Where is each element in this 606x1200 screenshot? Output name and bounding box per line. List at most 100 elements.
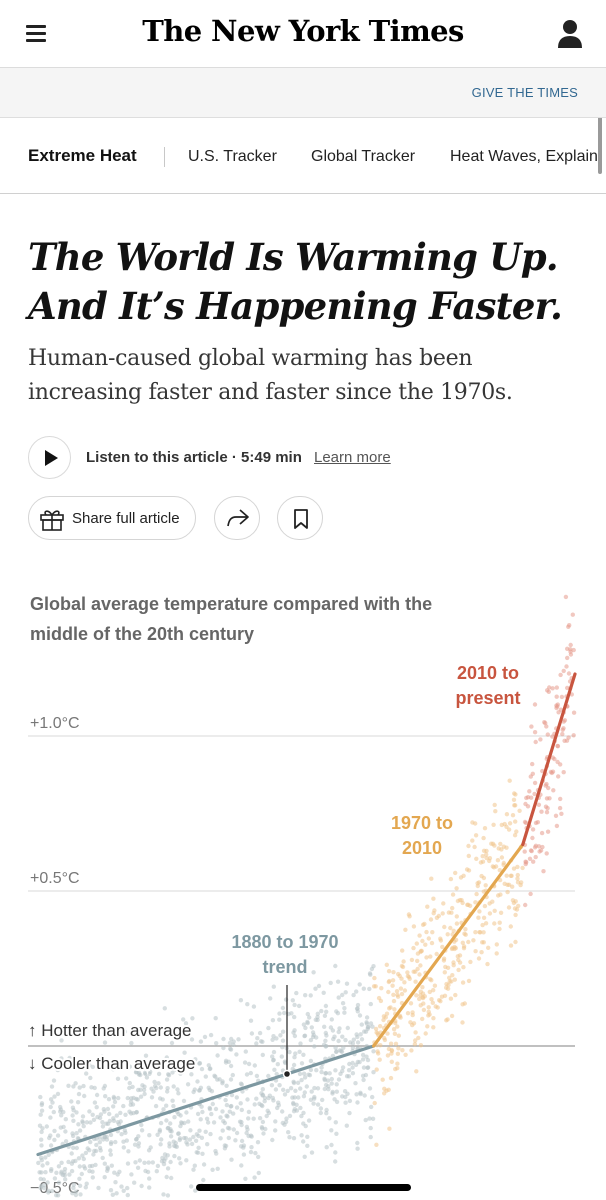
data-point: [539, 809, 544, 814]
data-point: [74, 1145, 80, 1151]
data-point: [214, 1041, 219, 1046]
data-point: [121, 1103, 126, 1109]
section-nav-item-global-tracker[interactable]: Global Tracker: [311, 148, 416, 165]
data-point: [207, 1106, 213, 1112]
data-point: [209, 1111, 214, 1117]
data-point: [54, 1170, 59, 1176]
give-the-times-link[interactable]: GIVE THE TIMES: [471, 85, 578, 100]
data-point: [334, 1082, 339, 1087]
data-point: [52, 1094, 57, 1099]
data-point: [512, 803, 517, 808]
data-point: [440, 911, 445, 916]
data-point: [563, 594, 569, 600]
data-point: [165, 1153, 170, 1158]
data-point: [239, 1138, 245, 1144]
section-nav-home[interactable]: Extreme Heat: [28, 146, 137, 165]
section-nav-item-us-tracker[interactable]: U.S. Tracker: [188, 148, 277, 165]
data-point: [266, 1025, 271, 1031]
data-point: [123, 1112, 128, 1118]
data-point: [133, 1137, 139, 1142]
data-point: [312, 1085, 317, 1091]
data-point: [215, 1053, 220, 1058]
data-point: [369, 1104, 374, 1110]
data-point: [355, 1140, 360, 1146]
data-point: [189, 1141, 195, 1147]
data-point: [558, 796, 563, 802]
data-point: [223, 1143, 229, 1149]
data-point: [323, 1038, 328, 1044]
data-point: [390, 978, 396, 983]
share-full-article-button[interactable]: Share full article: [28, 496, 196, 540]
nyt-logo[interactable]: The New York Times: [142, 14, 464, 48]
data-point: [545, 829, 551, 834]
save-button[interactable]: [277, 496, 323, 540]
data-point: [460, 900, 465, 906]
account-icon[interactable]: [555, 18, 585, 50]
data-point: [138, 1087, 143, 1093]
data-point: [420, 985, 425, 990]
learn-more-link[interactable]: Learn more: [314, 449, 391, 466]
data-point: [347, 1061, 352, 1067]
data-point: [333, 1120, 338, 1125]
data-point: [302, 1090, 307, 1095]
data-point: [178, 1161, 183, 1166]
data-point: [329, 1081, 334, 1086]
article-headline: The World Is Warming Up. And It’s Happen…: [28, 233, 588, 331]
data-point: [460, 940, 465, 945]
data-point: [490, 899, 495, 904]
data-point: [478, 860, 484, 865]
data-point: [567, 623, 572, 628]
data-point: [498, 841, 503, 847]
data-point: [493, 864, 499, 869]
menu-icon[interactable]: [26, 25, 48, 43]
annotation-marker: [282, 1069, 292, 1079]
data-point: [422, 921, 427, 927]
data-point: [187, 1137, 193, 1142]
data-point: [195, 1111, 201, 1117]
data-point: [554, 823, 560, 829]
data-point: [147, 1071, 152, 1077]
data-point: [558, 672, 563, 678]
play-audio-button[interactable]: [28, 436, 71, 479]
section-nav-item-heat-waves[interactable]: Heat Waves, Explain: [450, 148, 598, 165]
data-point: [299, 1133, 304, 1138]
data-point: [451, 928, 456, 933]
data-point: [218, 1115, 223, 1120]
trend-label: 2010 to: [457, 663, 519, 683]
data-point: [52, 1176, 58, 1181]
data-point: [164, 1055, 169, 1060]
data-point: [433, 1004, 438, 1009]
data-point: [149, 1086, 154, 1091]
data-point: [297, 1071, 303, 1077]
data-point: [205, 1120, 211, 1125]
data-point: [466, 902, 471, 907]
data-point: [411, 924, 417, 929]
data-point: [254, 1096, 259, 1101]
data-point: [141, 1087, 147, 1093]
data-point: [530, 835, 535, 841]
data-point: [289, 1011, 294, 1016]
data-point: [70, 1191, 75, 1196]
data-point: [472, 844, 477, 850]
data-point: [108, 1152, 114, 1157]
data-point: [515, 864, 520, 870]
data-point: [245, 1127, 250, 1132]
data-point: [495, 858, 501, 863]
data-point: [501, 862, 506, 867]
data-point: [483, 883, 488, 888]
data-point: [405, 1011, 411, 1016]
data-point: [343, 990, 348, 995]
data-point: [484, 855, 489, 861]
data-point: [280, 1029, 286, 1034]
data-point: [409, 1048, 414, 1053]
scrollbar-thumb[interactable]: [598, 118, 602, 174]
data-point: [266, 1073, 271, 1079]
share-button[interactable]: [214, 496, 260, 540]
data-point: [239, 1107, 244, 1113]
data-point: [420, 938, 425, 944]
data-point: [121, 1139, 126, 1144]
data-point: [70, 1105, 76, 1110]
data-point: [139, 1128, 145, 1133]
data-point: [502, 881, 507, 886]
data-point: [353, 1081, 358, 1086]
